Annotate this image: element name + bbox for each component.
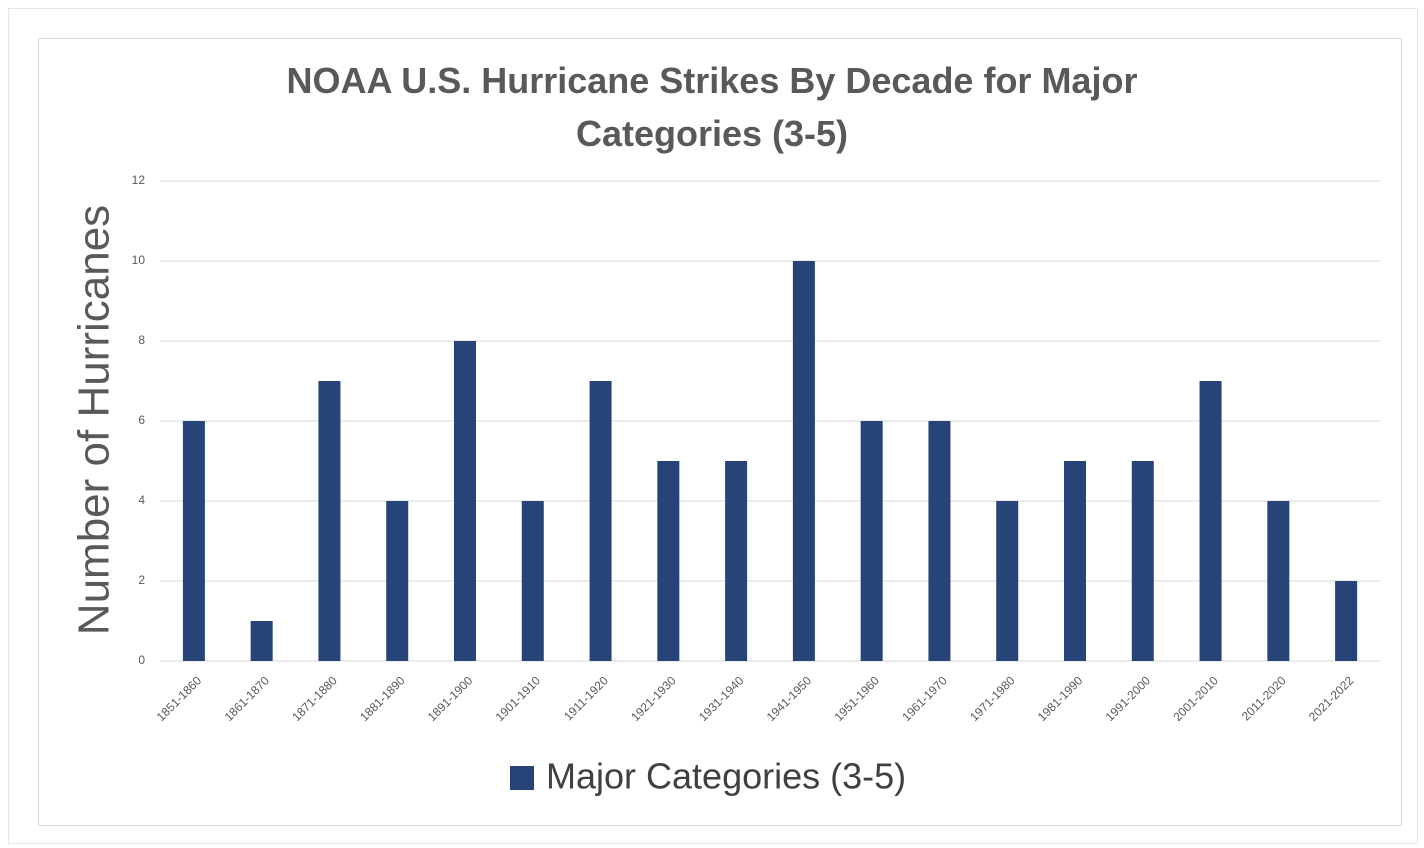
bar (386, 501, 409, 661)
x-tick-label: 1851-1860 (154, 673, 205, 724)
bar (454, 341, 476, 661)
x-tick-label: 1981-1990 (1035, 673, 1086, 724)
bar (1199, 381, 1222, 661)
y-tick-label: 2 (138, 573, 145, 587)
x-tick-label: 1991-2000 (1103, 673, 1154, 724)
y-tick-label: 8 (138, 333, 145, 347)
bar (1335, 581, 1358, 661)
x-tick-label: 2021-2022 (1306, 673, 1357, 724)
bar (1064, 461, 1086, 661)
bar (657, 461, 680, 661)
bar (1267, 501, 1290, 661)
x-tick-label: 2001-2010 (1170, 673, 1221, 724)
x-tick-label: 1881-1890 (357, 673, 408, 724)
bar (589, 381, 612, 661)
y-tick-label: 0 (138, 653, 145, 667)
bar (928, 421, 951, 661)
y-tick-label: 12 (132, 173, 146, 187)
bar (521, 501, 544, 661)
outer-frame (8, 8, 1418, 844)
x-tick-label: 1971-1980 (967, 673, 1018, 724)
bar (725, 461, 748, 661)
x-tick-label: 1901-1910 (493, 673, 544, 724)
bar (250, 621, 273, 661)
legend-swatch (510, 766, 534, 790)
chart-area (38, 38, 1402, 826)
x-tick-label: 2011-2020 (1239, 673, 1289, 723)
x-tick-label: 1931-1940 (696, 673, 747, 724)
y-axis-label: Number of Hurricanes (70, 205, 119, 635)
x-tick-label: 1891-1900 (425, 673, 476, 724)
bar (996, 501, 1019, 661)
y-tick-label: 6 (138, 413, 145, 427)
x-tick-label: 1871-1880 (289, 673, 340, 724)
y-tick-label: 10 (132, 253, 146, 267)
x-tick-label: 1951-1960 (832, 673, 883, 724)
bar (1131, 461, 1154, 661)
x-tick-label: 1861-1870 (222, 673, 273, 724)
bar (792, 261, 815, 661)
x-tick-label: 1921-1930 (628, 673, 679, 724)
x-tick-label: 1911-1920 (561, 673, 611, 723)
legend-label: Major Categories (3-5) (546, 756, 906, 797)
bar (318, 381, 341, 661)
bar (860, 421, 883, 661)
y-tick-label: 4 (138, 493, 145, 507)
x-tick-label: 1961-1970 (899, 673, 950, 724)
bar (182, 421, 205, 661)
chart-title: NOAA U.S. Hurricane Strikes By Decade fo… (286, 60, 1138, 154)
x-tick-label: 1941-1950 (764, 673, 815, 724)
